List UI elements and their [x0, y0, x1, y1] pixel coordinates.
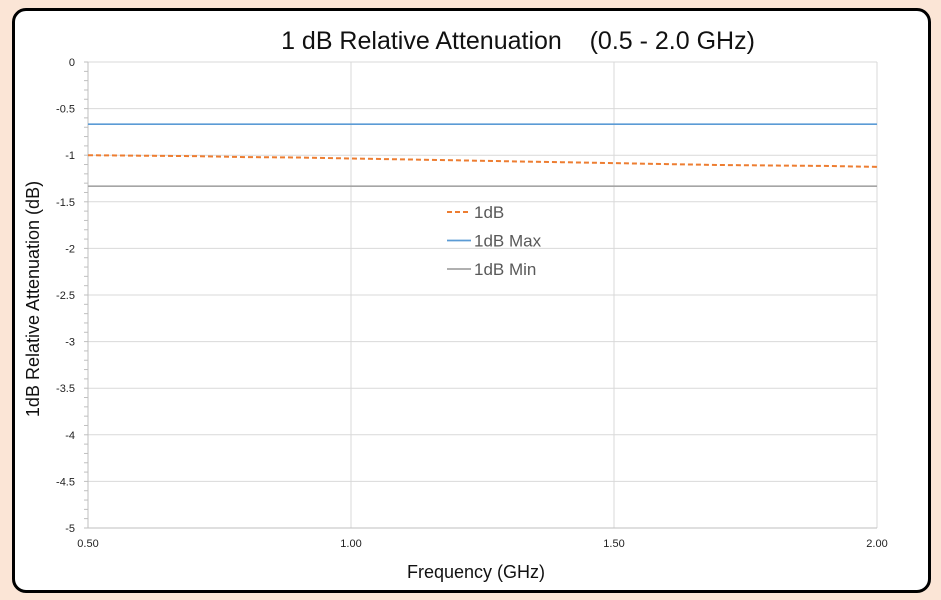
x-tick-label: 2.00 [866, 538, 887, 550]
legend: 1dB 1dB Max 1dB Min [447, 203, 542, 279]
y-tick-label: -0.5 [56, 104, 75, 116]
y-tick-label: -1 [65, 150, 75, 162]
chart-frame: 1 dB Relative Attenuation (0.5 - 2.0 GHz… [12, 8, 931, 593]
y-axis-label: 1dB Relative Attenuation (dB) [23, 181, 43, 417]
y-tick-label: -5 [65, 523, 75, 535]
chart-svg: 1 dB Relative Attenuation (0.5 - 2.0 GHz… [23, 27, 888, 582]
x-axis-label: Frequency (GHz) [407, 562, 545, 582]
y-tick-label: 0 [69, 57, 75, 69]
y-tick-label: -2.5 [56, 290, 75, 302]
y-tick-label: -4 [65, 430, 75, 442]
y-tick-label: -3.5 [56, 383, 75, 395]
grid-layer [87, 61, 878, 529]
x-tick-label: 1.50 [603, 538, 624, 550]
x-tick-label: 0.50 [77, 538, 98, 550]
series-layer [87, 123, 878, 187]
series-line-1db [87, 154, 878, 168]
legend-label-1db: 1dB [474, 203, 504, 222]
chart-title: 1 dB Relative Attenuation (0.5 - 2.0 GHz… [281, 27, 755, 55]
y-tick-label: -4.5 [56, 476, 75, 488]
axis-layer: 0 -0.5 -1 -1.5 -2 -2.5 -3 -3.5 -4 -4.5 -50.50 1.00 1… [56, 57, 888, 550]
legend-label-1db-min: 1dB Min [474, 260, 536, 279]
legend-label-1db-max: 1dB Max [474, 232, 542, 251]
y-tick-label: -1.5 [56, 197, 75, 209]
y-tick-label: -3 [65, 337, 75, 349]
y-tick-label: -2 [65, 243, 75, 255]
x-tick-label: 1.00 [340, 538, 361, 550]
